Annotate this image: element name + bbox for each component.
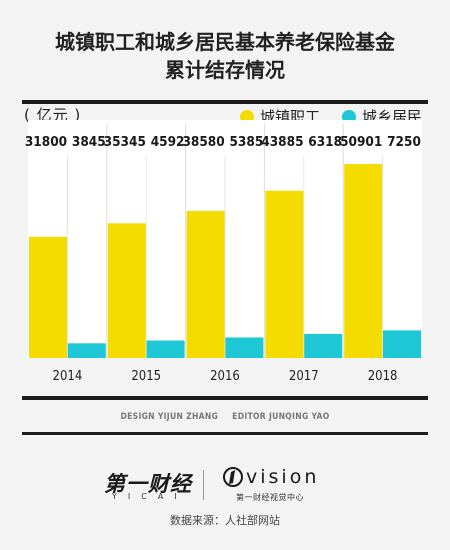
bar-urban-2016 [186,210,225,358]
bar-rural-2016 [225,337,264,358]
x-tick-label-2014: 2014 [53,369,83,384]
value-label-urban-2016: 38580 [182,134,224,150]
data-source: 数据来源：人社部网站 [170,514,280,527]
bar-urban-2018 [344,164,383,358]
vision-mark-icon [223,467,243,487]
vision-logo-sub: 第一财经视觉中心 [236,493,304,502]
unit-label: ( 亿元 ) [24,106,82,124]
credit-editor: EDITOR JUNQING YAO [232,412,330,422]
value-label-rural-2018: 7250 [387,134,421,150]
vision-logo: vision [222,466,319,488]
value-label-urban-2014: 31800 [25,134,67,150]
footer-rule [22,432,428,435]
vision-logo-text: vision [246,466,320,488]
chart-title: 城镇职工和城乡居民基本养老保险基金 [55,30,395,54]
bottom-rule [22,396,428,400]
bar-urban-2017 [265,190,304,358]
value-label-urban-2015: 35345 [104,134,146,150]
bar-chart: 31800 3845 2014 35345 4592 2015 38580 5385 2016 4… [25,120,422,384]
value-label-rural-2016: 5385 [229,134,263,150]
bar-rural-2017 [304,333,343,358]
yicai-logo-sub: YICAI [112,492,188,501]
x-tick-label-2015: 2015 [131,369,161,384]
bar-urban-2014 [29,236,67,358]
yicai-logo: 第一财经 [104,472,192,496]
value-label-urban-2018: 50901 [340,134,382,150]
value-label-rural-2017: 6318 [308,134,342,150]
logo-divider [203,470,204,500]
credits: DESIGN YIJUN ZHANG EDITOR JUNQING YAO [0,412,450,422]
x-tick-label-2018: 2018 [368,369,398,384]
top-rule [22,100,428,104]
value-label-rural-2014: 3845 [72,134,106,150]
chart-title-line2: 累计结存情况 [165,58,285,82]
value-label-urban-2017: 43885 [261,134,303,150]
credit-design: DESIGN YIJUN ZHANG [120,412,219,422]
value-label-rural-2015: 4592 [151,134,185,150]
bar-urban-2015 [107,223,146,358]
bar-rural-2014 [67,343,106,358]
x-tick-label-2016: 2016 [210,369,240,384]
logo-area: 第一财经 YICAI vision 第一财经视觉中心 [0,466,450,508]
bar-rural-2018 [383,330,421,358]
x-tick-label-2017: 2017 [289,369,319,384]
bar-rural-2015 [146,340,185,358]
